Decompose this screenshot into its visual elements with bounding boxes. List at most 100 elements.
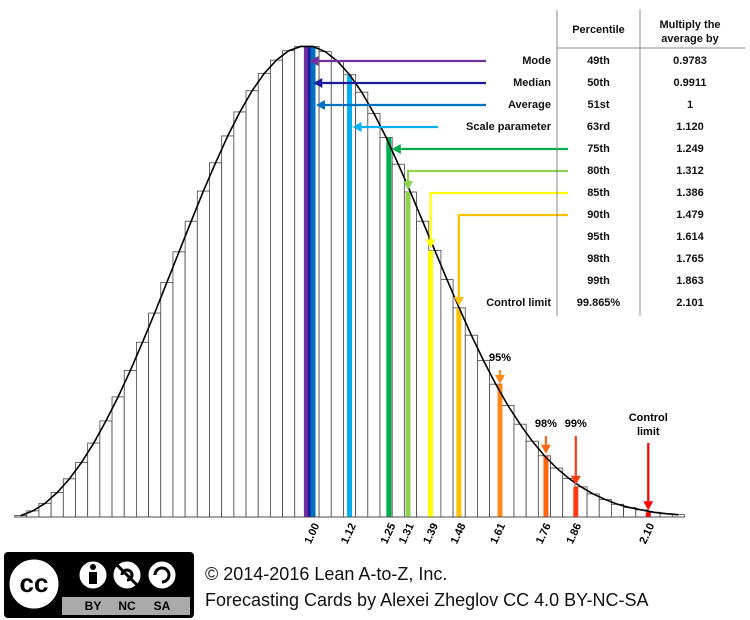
bar <box>209 162 223 518</box>
arrow-line <box>406 169 568 182</box>
highlight-bar <box>347 74 353 517</box>
arrow-head <box>494 375 505 384</box>
row-label: Average <box>507 99 551 111</box>
row-label: Mode <box>522 55 551 67</box>
highlight-bar <box>497 384 503 517</box>
bar <box>330 60 344 518</box>
x-tick-label: 2.10 <box>637 521 657 545</box>
multiplier-cell: 1.479 <box>676 209 704 221</box>
percentile-cell: 98th <box>587 253 610 265</box>
bar <box>184 220 198 518</box>
arrow-head <box>570 475 581 485</box>
bar <box>135 341 149 518</box>
footer-line: Forecasting Cards by Alexei Zheglov CC 4… <box>205 590 649 610</box>
highlight-bar <box>310 46 316 517</box>
arrow-head <box>309 56 319 66</box>
logo-text: cc <box>20 568 49 598</box>
multiplier-cell: 0.9911 <box>673 77 707 89</box>
multiplier-cell: 2.101 <box>676 297 704 309</box>
x-tick-label: 1.86 <box>564 521 584 545</box>
logo-circle <box>6 556 62 612</box>
bar <box>598 499 612 518</box>
percentile-cell: 99th <box>587 275 610 287</box>
highlight-bar <box>428 250 434 517</box>
icon-part <box>115 563 139 587</box>
bar <box>525 440 539 518</box>
icon-part <box>153 566 171 584</box>
icon-part <box>90 564 96 570</box>
multiplier-cell: 1.614 <box>676 231 704 243</box>
annotation: 98% <box>534 418 557 430</box>
multiplier-cell: 1.765 <box>676 253 704 265</box>
percentile-cell: 49th <box>587 55 610 67</box>
annotation: Control limit <box>628 412 668 438</box>
bar <box>513 423 527 518</box>
arrow-head <box>540 444 551 454</box>
x-tick-label: 1.25 <box>379 521 399 545</box>
logo-strip <box>62 597 190 615</box>
highlight-bar <box>303 46 309 517</box>
highlight-bar <box>405 192 411 517</box>
x-tick-label: 1.48 <box>449 521 469 545</box>
highlight-bar <box>543 455 549 517</box>
bar <box>269 59 283 518</box>
row-label: Scale parameter <box>466 121 551 133</box>
percentile-cell: 80th <box>587 165 610 177</box>
percentile-cell: 85th <box>587 187 610 199</box>
row-label: Control limit <box>486 297 551 309</box>
bar <box>257 72 271 518</box>
multiplier-cell: 1.386 <box>676 187 704 199</box>
bar <box>111 396 125 518</box>
highlight-bar <box>456 307 462 517</box>
bar <box>233 111 247 518</box>
table-header: Percentile <box>572 24 625 36</box>
bar <box>501 404 515 518</box>
bar <box>355 91 369 518</box>
bar <box>367 112 381 518</box>
multiplier-cell: 1.249 <box>676 143 704 155</box>
icon-part <box>120 568 134 582</box>
bar <box>75 461 89 518</box>
percentile-cell: 63rd <box>586 121 611 133</box>
highlight-bar <box>573 486 579 517</box>
x-tick-label: 1.12 <box>339 521 359 545</box>
multiplier-cell: 0.9783 <box>673 55 707 67</box>
multiplier-cell: 1.120 <box>676 121 704 133</box>
logo-label: BY <box>85 599 102 613</box>
multiplier-cell: 1.863 <box>676 275 704 287</box>
bar <box>318 51 332 518</box>
logo-label: NC <box>118 599 136 613</box>
arrow-head <box>643 501 654 511</box>
bar <box>391 163 405 518</box>
logo-label: SA <box>154 599 171 613</box>
highlight-bar <box>386 137 392 517</box>
highlight-bar <box>645 512 651 517</box>
bar <box>245 90 259 518</box>
percentile-cell: 95th <box>587 231 610 243</box>
arrow-head <box>425 239 436 249</box>
bar <box>562 477 576 518</box>
x-tick-label: 1.31 <box>397 521 417 545</box>
bar <box>196 190 210 518</box>
percentile-cell: 90th <box>587 209 610 221</box>
bar <box>123 370 137 518</box>
multiplier-cell: 1 <box>686 99 694 111</box>
bar <box>416 220 430 518</box>
multiplier-cell: 1.312 <box>676 165 704 177</box>
x-tick-label: 1.39 <box>421 521 441 545</box>
annotation: 95% <box>488 352 511 364</box>
row-label: Median <box>513 77 551 89</box>
arrow-head <box>313 78 323 88</box>
arrow-head <box>391 144 401 154</box>
bar <box>221 135 235 518</box>
icon-part <box>89 572 97 584</box>
bar <box>148 312 162 518</box>
bar <box>99 420 113 518</box>
bar <box>172 251 186 518</box>
arrow-head <box>316 100 326 110</box>
bar <box>87 442 101 518</box>
arrow-head <box>453 296 464 306</box>
arrow-head <box>352 122 362 132</box>
bar <box>160 282 174 518</box>
